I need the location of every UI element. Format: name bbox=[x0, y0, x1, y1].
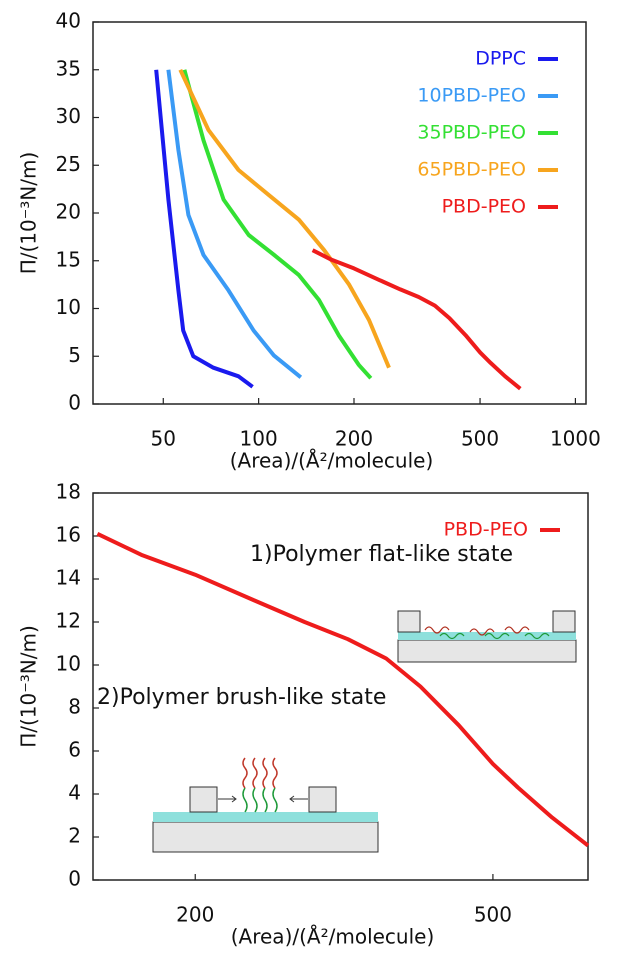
y-tick-label: 10 bbox=[56, 652, 81, 676]
x-tick-label: 1000 bbox=[550, 427, 601, 451]
y-tick-label: 12 bbox=[56, 609, 81, 633]
x-axis-label: (Area)/(Å²/molecule) bbox=[231, 925, 435, 949]
y-tick-label: 4 bbox=[68, 781, 81, 805]
legend-label: 65PBD-PEO bbox=[417, 159, 526, 181]
x-tick-label: 200 bbox=[176, 903, 214, 927]
x-tick-label: 100 bbox=[240, 427, 278, 451]
y-tick-label: 14 bbox=[56, 566, 81, 590]
x-axis-label: (Area)/(Å²/molecule) bbox=[230, 449, 434, 473]
legend-label: 10PBD-PEO bbox=[417, 85, 526, 107]
y-tick-label: 16 bbox=[56, 523, 81, 547]
plot-frame bbox=[92, 492, 589, 881]
x-tick-label: 500 bbox=[461, 427, 499, 451]
chart: 0 2 4 6 8 10 12 14 16 18 200 500 (Area)/(Å²/molecule… bbox=[17, 480, 590, 949]
y-axis-label: Π/(10⁻³N/m) bbox=[17, 625, 41, 748]
y-tick-label: 40 bbox=[56, 9, 81, 33]
data-line bbox=[96, 531, 590, 848]
annotation: 2)Polymer brush-like state bbox=[97, 685, 386, 710]
flat-state-diagram bbox=[397, 610, 577, 663]
y-tick-label: 10 bbox=[56, 295, 81, 319]
y-tick-label: 25 bbox=[56, 152, 81, 176]
y-tick-label: 2 bbox=[68, 824, 81, 848]
data-line bbox=[182, 69, 373, 380]
y-tick-label: 0 bbox=[68, 391, 81, 415]
legend-label: 35PBD-PEO bbox=[417, 122, 526, 144]
data-line bbox=[178, 68, 391, 369]
y-tick-label: 30 bbox=[56, 104, 81, 128]
y-tick-label: 6 bbox=[68, 738, 81, 762]
brush-state-diagram bbox=[152, 757, 379, 853]
data-line bbox=[154, 69, 254, 389]
legend-label: DPPC bbox=[475, 48, 526, 70]
annotation: 1)Polymer flat-like state bbox=[250, 542, 513, 567]
x-tick-label: 50 bbox=[151, 427, 176, 451]
x-tick-label: 500 bbox=[474, 903, 512, 927]
y-tick-label: 5 bbox=[68, 343, 81, 367]
y-tick-label: 0 bbox=[68, 867, 81, 891]
legend-label: PBD-PEO bbox=[442, 196, 526, 218]
y-tick-label: 8 bbox=[68, 695, 81, 719]
data-line bbox=[311, 248, 522, 391]
x-tick-label: 200 bbox=[335, 427, 373, 451]
y-axis-label: Π/(10⁻³N/m) bbox=[17, 152, 41, 275]
y-tick-label: 35 bbox=[56, 56, 81, 80]
chart: 0 5 10 15 20 25 30 35 40 50 100 200 500 1000 (Area)/(Å… bbox=[17, 9, 601, 473]
y-tick-label: 15 bbox=[56, 247, 81, 271]
legend-label: PBD-PEO bbox=[444, 519, 528, 541]
y-tick-label: 18 bbox=[56, 480, 81, 504]
y-tick-label: 20 bbox=[56, 200, 81, 224]
data-line bbox=[166, 69, 303, 379]
